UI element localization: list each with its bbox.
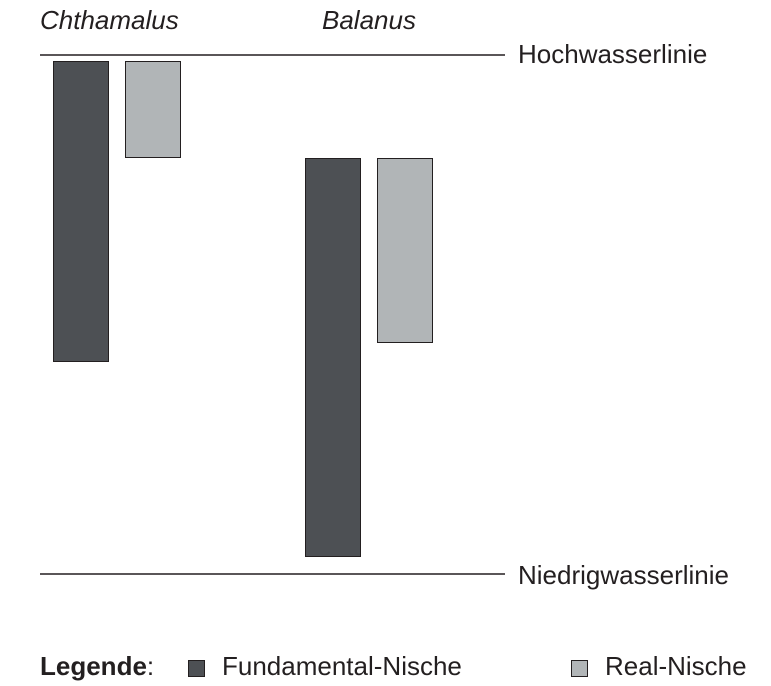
legend-swatch	[188, 660, 205, 677]
legend-item: Fundamental-Nische	[222, 651, 462, 681]
legend-swatch	[571, 660, 588, 677]
legend-item: Real-Nische	[605, 651, 747, 681]
real-niche-bar	[125, 61, 181, 158]
fundamental-niche-bar	[53, 61, 109, 362]
fundamental-niche-bar	[305, 158, 361, 557]
high-water-label: Hochwasserlinie	[518, 39, 707, 69]
species-label: Chthamalus	[40, 5, 179, 35]
legend-title-text: Legende	[40, 651, 147, 681]
legend-separator: :	[147, 651, 154, 681]
low-water-label: Niedrigwasserlinie	[518, 560, 729, 590]
species-label: Balanus	[322, 5, 416, 35]
legend-title: Legende:	[40, 651, 154, 681]
real-niche-bar	[377, 158, 433, 343]
